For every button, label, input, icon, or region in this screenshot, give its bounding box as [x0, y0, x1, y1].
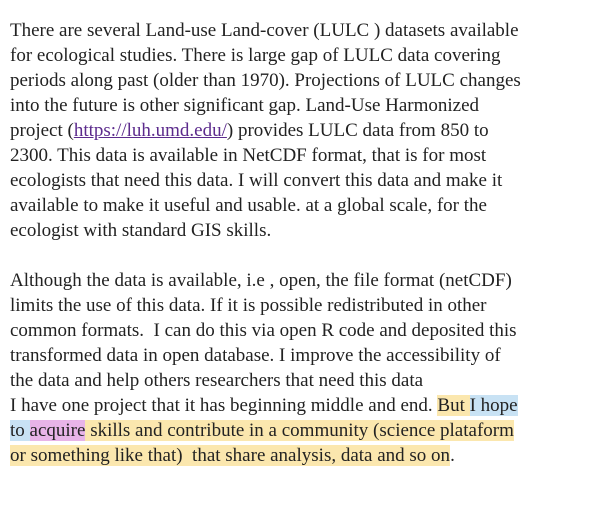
text: project ( [10, 120, 74, 141]
text-line: periods along past (older than 1970). Pr… [10, 68, 594, 93]
text: ) provides LULC data from 850 to [226, 120, 489, 141]
text-line: common formats. I can do this via open R… [10, 318, 594, 343]
text: ecologist with standard GIS skills. [10, 220, 272, 241]
text: into the future is other significant gap… [10, 95, 480, 116]
text-line: transformed data in open database. I imp… [10, 343, 594, 368]
text-line: There are several Land-use Land-cover (L… [10, 18, 594, 43]
text-line: Although the data is available, i.e , op… [10, 268, 594, 293]
text: Although the data is available, i.e , op… [10, 270, 512, 291]
text: transformed data in open database. I imp… [10, 345, 501, 366]
text: common formats. I can do this via open R… [10, 320, 517, 341]
text: limits the use of this data. If it is po… [10, 295, 487, 316]
paragraph: There are several Land-use Land-cover (L… [10, 18, 594, 243]
text-line: available to make it useful and usable. … [10, 193, 594, 218]
link[interactable]: https://luh.umd.edu/ [73, 120, 227, 141]
text-line: into the future is other significant gap… [10, 93, 594, 118]
text: . [450, 445, 455, 466]
text-line: project (https://luh.umd.edu/) provides … [10, 118, 594, 143]
paragraph: Although the data is available, i.e , op… [10, 268, 594, 468]
text-line: ecologist with standard GIS skills. [10, 218, 594, 243]
highlighted-text: acquire [29, 420, 86, 441]
text-line: ecologists that need this data. I will c… [10, 168, 594, 193]
text-line: for ecological studies. There is large g… [10, 43, 594, 68]
text-line: or something like that) that share analy… [10, 443, 594, 468]
text: available to make it useful and usable. … [10, 195, 487, 216]
highlighted-text: I hope [469, 395, 518, 416]
highlighted-text: or something like that) that share analy… [10, 445, 451, 466]
text-line: to acquire skills and contribute in a co… [10, 418, 594, 443]
text: ecologists that need this data. I will c… [10, 170, 503, 191]
text: periods along past (older than 1970). Pr… [10, 70, 521, 91]
text: the data and help others researchers tha… [10, 370, 424, 391]
text-line: I have one project that it has beginning… [10, 393, 594, 418]
highlighted-text: But [437, 395, 470, 416]
highlighted-text: to [10, 420, 30, 441]
text: for ecological studies. There is large g… [10, 45, 501, 66]
text: 2300. This data is available in NetCDF f… [10, 145, 487, 166]
text-line: 2300. This data is available in NetCDF f… [10, 143, 594, 168]
text: I have one project that it has beginning… [10, 395, 438, 416]
highlighted-text: skills and contribute in a community (sc… [85, 420, 514, 441]
text: There are several Land-use Land-cover (L… [10, 20, 519, 41]
text-line: limits the use of this data. If it is po… [10, 293, 594, 318]
text-line: the data and help others researchers tha… [10, 368, 594, 393]
